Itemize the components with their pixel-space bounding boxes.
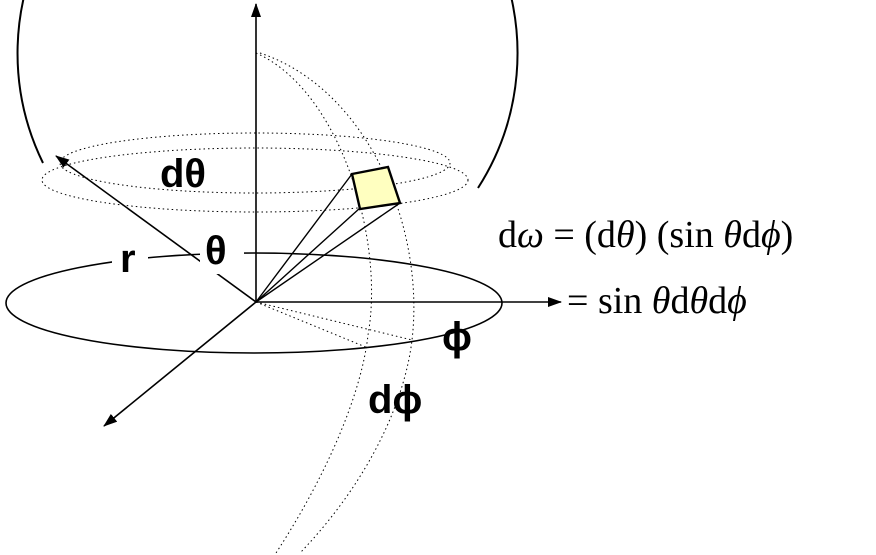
r-label: r: [120, 237, 136, 281]
eq1-d: d: [498, 214, 517, 256]
eq1-part4: ): [781, 214, 794, 256]
solid-angle-equation-line2: = sin θdθdϕ: [567, 280, 747, 322]
d-phi-label: dϕ: [368, 378, 422, 422]
surface-patch: [350, 165, 402, 211]
dphi-ray-2: [255, 301, 413, 341]
eq1-theta: θ: [616, 214, 635, 256]
x-axis: [103, 301, 257, 427]
eq2-equals: =: [567, 280, 598, 322]
eq1-part2: ) (sin: [635, 214, 724, 256]
latitude-ring-top: [59, 132, 451, 194]
equator-ellipse: [5, 252, 503, 354]
solid-angle-equation-line1: dω = (dθ) (sin θdϕ): [498, 214, 793, 256]
cone-edge-3: [255, 202, 401, 303]
meridian-left: [255, 52, 373, 554]
dphi-ray-1: [255, 301, 369, 349]
cone-edge-2: [255, 207, 361, 303]
eq2-theta: θ: [652, 280, 671, 322]
eq1-part1: (d: [584, 214, 616, 256]
eq1-equals: =: [544, 214, 584, 256]
eq1-part3: d: [742, 214, 761, 256]
sphere-outline: [16, 0, 519, 189]
eq2-phi: ϕ: [727, 280, 747, 322]
eq2-sin: sin: [598, 280, 652, 322]
eq2-d1: d: [670, 280, 689, 322]
eq1-omega: ω: [517, 214, 544, 256]
eq2-theta2: θ: [689, 280, 708, 322]
eq1-theta2: θ: [723, 214, 742, 256]
cone-edge-1: [255, 173, 353, 303]
d-theta-label: dθ: [160, 152, 206, 196]
eq2-d2: d: [708, 280, 727, 322]
meridian-right: [259, 52, 415, 554]
theta-label: θ: [205, 229, 227, 273]
radius-vector: [55, 155, 257, 303]
phi-label: ϕ: [442, 315, 472, 359]
eq1-phi: ϕ: [761, 214, 781, 256]
latitude-ring-bottom: [41, 147, 469, 213]
